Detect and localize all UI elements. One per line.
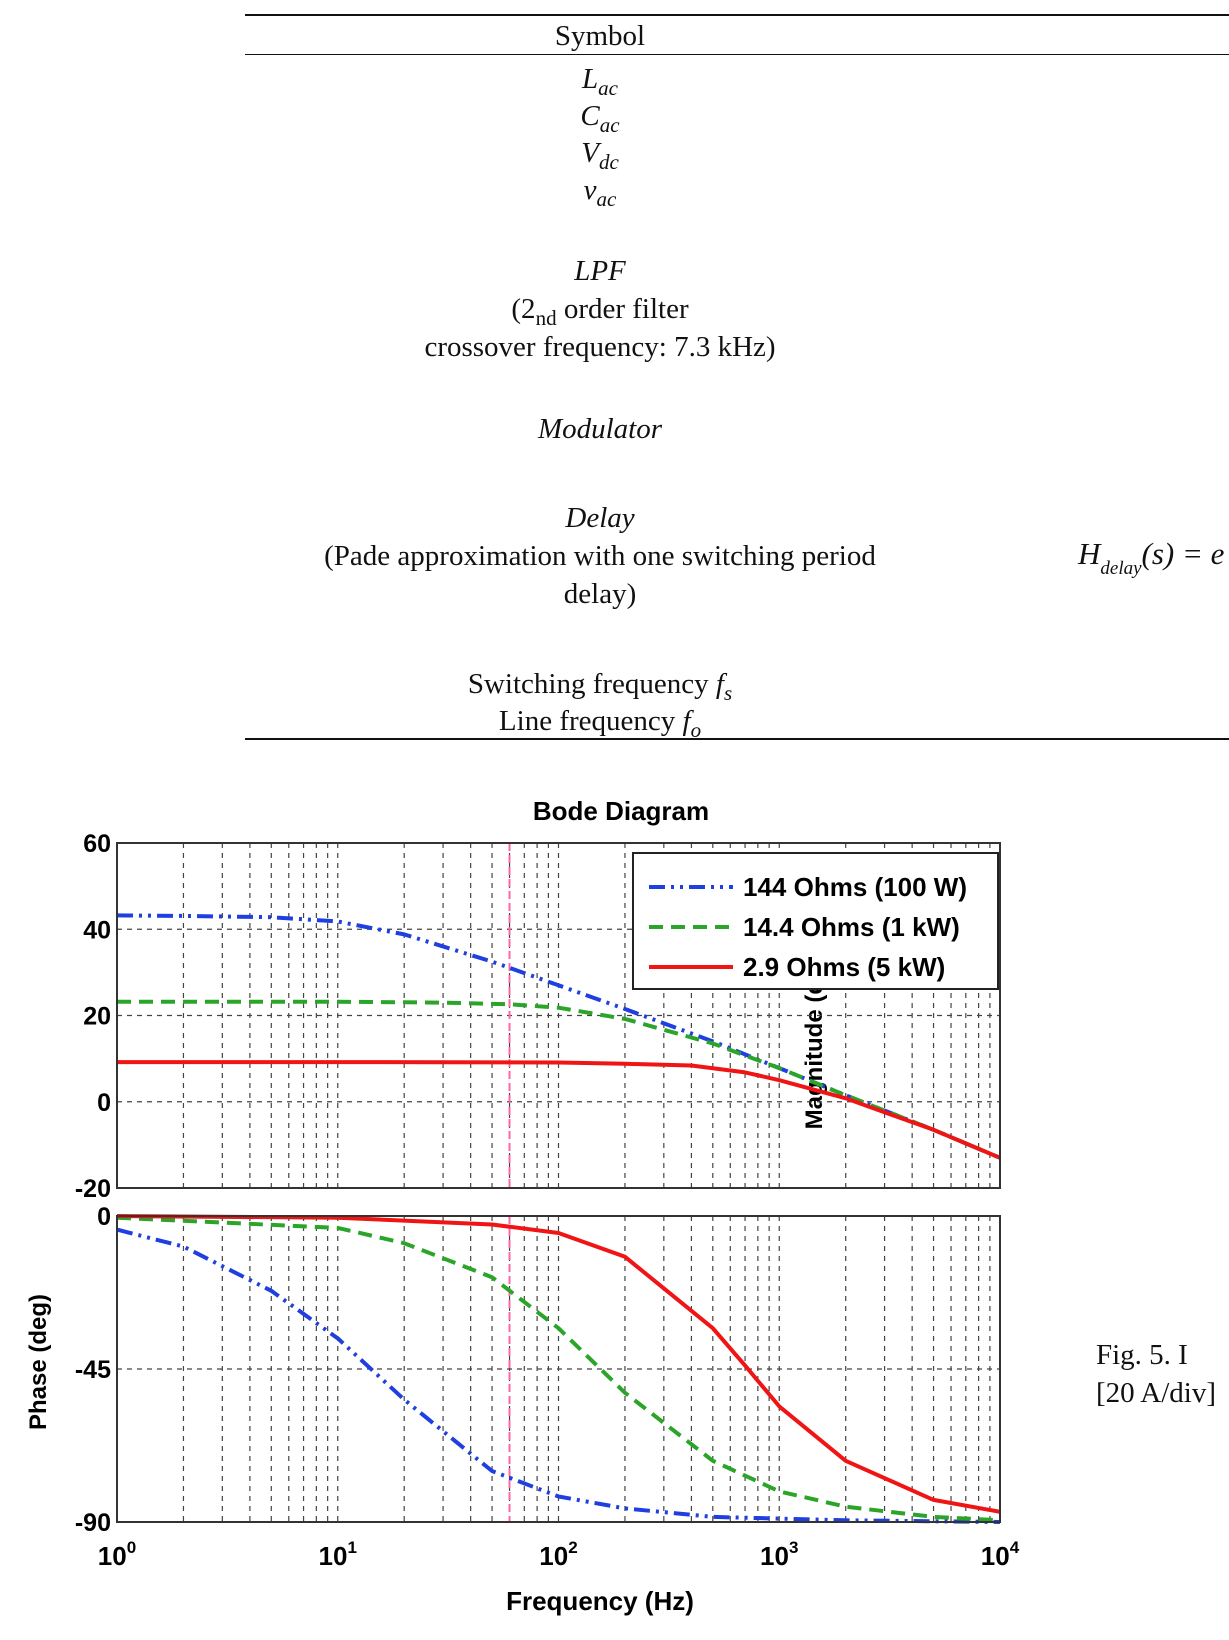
x-tick-label: 100 bbox=[98, 1538, 136, 1571]
magnitude-y-tick-label: -20 bbox=[75, 1175, 111, 1203]
delay-line1: (Pade approximation with one switching p… bbox=[324, 540, 876, 572]
phase-y-tick-label: 0 bbox=[97, 1203, 111, 1231]
table-top-rule bbox=[245, 14, 1229, 16]
x-tick-label: 102 bbox=[539, 1538, 577, 1571]
phase-axis-label: Phase (deg) bbox=[25, 1294, 52, 1430]
legend-entry-2: 14.4 Ohms (1 kW) bbox=[743, 912, 960, 942]
chart-title: Bode Diagram bbox=[533, 796, 709, 826]
legend-entry-3: 2.9 Ohms (5 kW) bbox=[743, 952, 945, 982]
x-tick-label: 104 bbox=[981, 1538, 1020, 1571]
phase-series-1 bbox=[116, 1227, 1001, 1524]
lpf-line2: crossover frequency: 7.3 kHz) bbox=[424, 331, 776, 363]
magnitude-series-3 bbox=[117, 1060, 1001, 1160]
lpf-line1: (2nd order filter bbox=[511, 293, 689, 330]
magnitude-panel: 60 40 20 0 -20 bbox=[75, 830, 1001, 1203]
magnitude-y-tick-label: 0 bbox=[97, 1089, 111, 1117]
magnitude-y-tick-label: 40 bbox=[83, 916, 111, 944]
legend: 144 Ohms (100 W) 14.4 Ohms (1 kW) 2.9 Ohms… bbox=[632, 852, 999, 990]
symbol-c-ac: Cac bbox=[580, 100, 620, 137]
magnitude-y-tick-label: 20 bbox=[83, 1003, 111, 1031]
magnitude-frame bbox=[116, 842, 1001, 1189]
delay-name: Delay bbox=[565, 502, 635, 534]
modulator-label: Modulator bbox=[537, 413, 663, 445]
bode-figure: Bode Diagram Frequency (Hz) Magnitude (d… bbox=[0, 770, 1229, 1640]
parameter-table: Symbol Lac Cac Vdc vac LPF (2nd order fi… bbox=[0, 0, 1229, 760]
magnitude-y-tick-label: 60 bbox=[83, 830, 111, 858]
phase-frame bbox=[116, 1215, 1001, 1523]
x-tick-label: 101 bbox=[319, 1538, 357, 1571]
phase-y-tick-label: -45 bbox=[75, 1356, 111, 1384]
caption-line2: [20 A/div] bbox=[1096, 1377, 1217, 1409]
table-header-rule bbox=[245, 54, 1229, 55]
legend-entry-1: 144 Ohms (100 W) bbox=[743, 872, 967, 902]
line-frequency-row: Line frequency fo bbox=[498, 705, 702, 742]
delay-line2: delay) bbox=[563, 578, 637, 610]
bode-diagram: Bode Diagram Frequency (Hz) Magnitude (d… bbox=[25, 796, 1020, 1616]
phase-panel: 0 -45 -90 bbox=[75, 1203, 1001, 1537]
figure-caption: Fig. 5. I [20 A/div] bbox=[1096, 1336, 1216, 1412]
x-axis-label: Frequency (Hz) bbox=[506, 1586, 694, 1616]
phase-series-2 bbox=[116, 1215, 1001, 1523]
table-header-symbol: Symbol bbox=[554, 20, 646, 52]
delay-formula: Hdelay(s) = e bbox=[1078, 536, 1225, 579]
magnitude-series-1 bbox=[116, 913, 1001, 1160]
symbol-v-dc: Vdc bbox=[581, 137, 619, 174]
symbol-v-ac: vac bbox=[583, 174, 617, 211]
x-tick-label: 103 bbox=[760, 1538, 798, 1571]
switching-frequency-row: Switching frequency fs bbox=[467, 668, 733, 705]
symbol-l-ac: Lac bbox=[582, 63, 618, 100]
table-bottom-rule bbox=[245, 738, 1229, 740]
phase-y-tick-label: -90 bbox=[75, 1509, 111, 1537]
caption-line1: Fig. 5. I bbox=[1096, 1339, 1188, 1371]
phase-series-3 bbox=[116, 1214, 1001, 1514]
lpf-name: LPF bbox=[574, 255, 626, 287]
